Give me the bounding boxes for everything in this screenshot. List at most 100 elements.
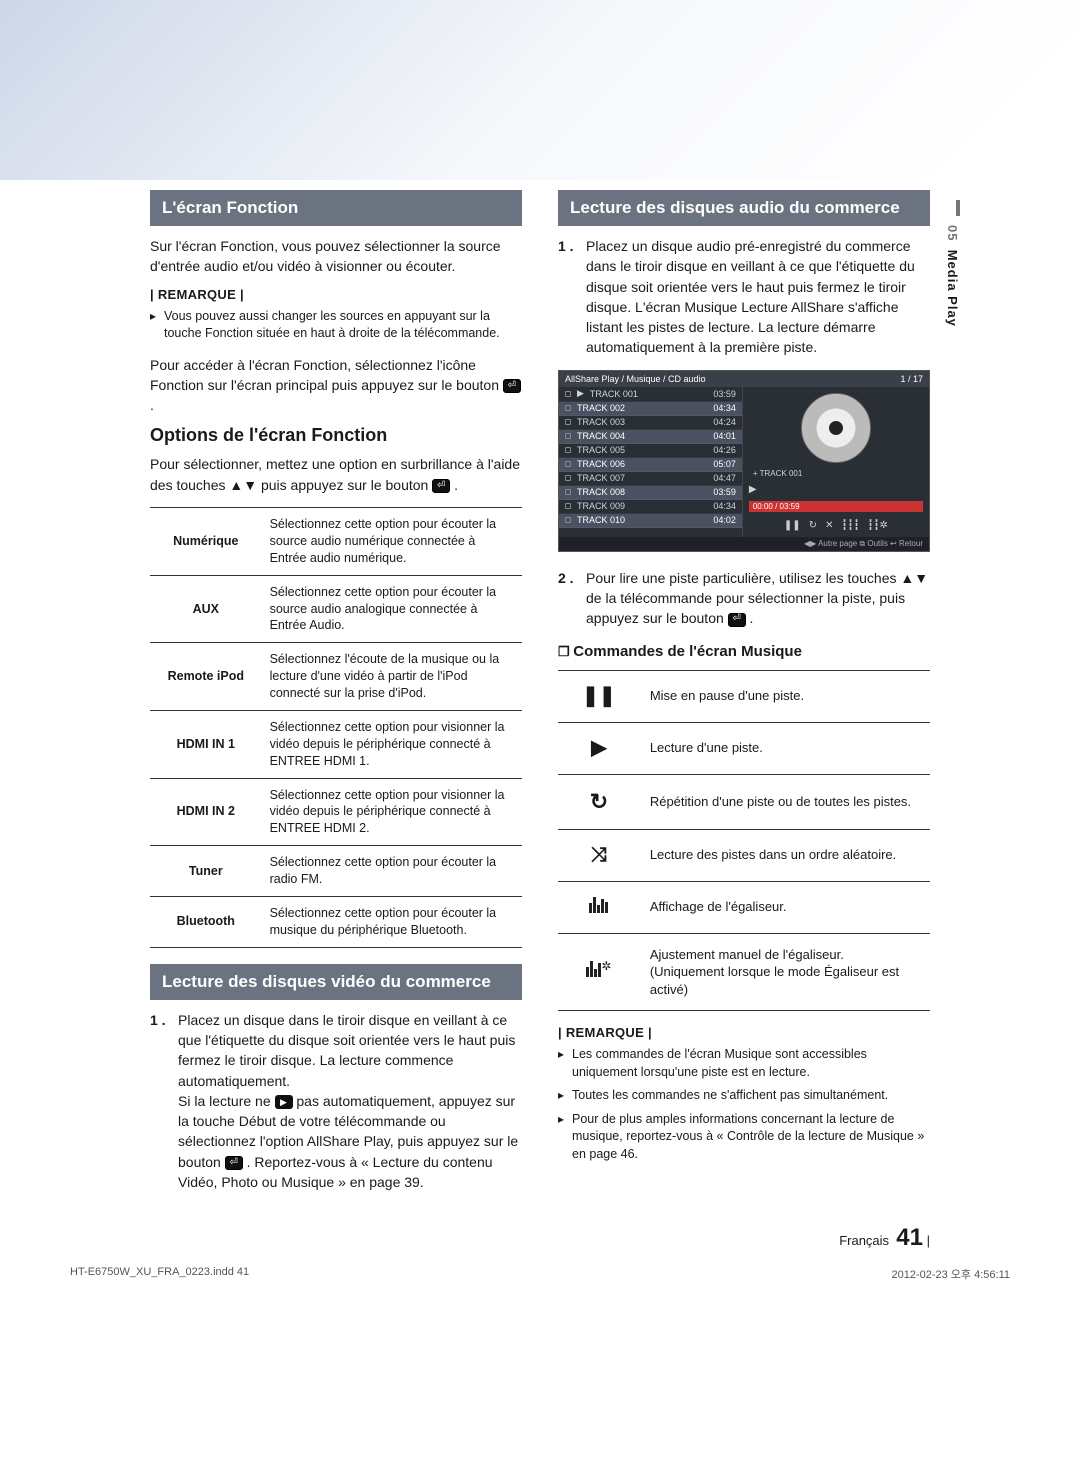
track-row: TRACK 00803:59 [559, 486, 742, 500]
footer-bar: | [927, 1233, 930, 1248]
equalizer-icon [558, 881, 640, 933]
player-controls: ❚❚ ↻ ✕ ┇┇┇ ┇┇✲ [784, 520, 888, 531]
chapter-number: 05 [945, 225, 960, 241]
track-row: ▶ TRACK 001 03:59 [559, 387, 742, 402]
section-head-fonction: L'écran Fonction [150, 190, 522, 226]
option-key: HDMI IN 1 [150, 710, 262, 778]
track-row: TRACK 003 04:24 [559, 416, 742, 430]
footer-lang: Français [839, 1233, 889, 1248]
shuffle-icon: ✕ [825, 520, 833, 531]
track-time: 04:01 [713, 431, 736, 441]
checkbox-icon [565, 461, 571, 467]
option-key: Remote iPod [150, 643, 262, 711]
commands-table: ❚❚ Mise en pause d'une piste. ▶ Lecture … [558, 670, 930, 1012]
track-time: 04:24 [713, 417, 736, 427]
eq-icon: ┇┇┇ [841, 520, 859, 531]
track-time: 04:26 [713, 445, 736, 455]
fonction-access: Pour accéder à l'écran Fonction, sélecti… [150, 355, 522, 416]
audio-steps: Placez un disque audio pré-enregistré du… [558, 236, 930, 358]
track-name: TRACK 005 [577, 445, 707, 455]
play-indicator-icon: ▶ [749, 484, 757, 495]
content-columns: L'écran Fonction Sur l'écran Fonction, v… [0, 0, 1080, 1204]
track-time: 04:34 [713, 501, 736, 511]
command-row: Affichage de l'égaliseur. [558, 881, 930, 933]
step-item: Pour lire une piste particulière, utilis… [558, 568, 930, 629]
track-time: 04:34 [713, 403, 736, 413]
right-column: Lecture des disques audio du commerce Pl… [558, 190, 930, 1204]
option-desc: Sélectionnez cette option pour écouter l… [262, 508, 522, 576]
option-desc: Sélectionnez cette option pour écouter l… [262, 896, 522, 947]
remarque-list-right: Les commandes de l'écran Musique sont ac… [558, 1046, 930, 1163]
remarque-label-left: REMARQUE [150, 287, 522, 302]
pause-icon: ❚❚ [558, 670, 640, 722]
play-icon: ▶ [558, 722, 640, 774]
track-time: 05:07 [713, 459, 736, 469]
option-row: AUXSélectionnez cette option pour écoute… [150, 575, 522, 643]
options-table: NumériqueSélectionnez cette option pour … [150, 507, 522, 948]
print-timestamp: 2012-02-23 오후 4:56:11 [891, 1266, 1010, 1282]
command-desc: Mise en pause d'une piste. [640, 670, 930, 722]
remarque-item: Les commandes de l'écran Musique sont ac… [558, 1046, 930, 1081]
track-name: TRACK 007 [577, 473, 707, 483]
option-key: AUX [150, 575, 262, 643]
checkbox-icon [565, 475, 571, 481]
checkbox-icon [565, 391, 571, 397]
options-heading: Options de l'écran Fonction [150, 425, 522, 446]
remarque-label-right: REMARQUE [558, 1025, 930, 1040]
shuffle-icon: ⤨ [558, 829, 640, 881]
enter-icon: ⏎ [728, 613, 746, 627]
option-desc: Sélectionnez cette option pour visionner… [262, 778, 522, 846]
player-breadcrumb: AllShare Play / Musique / CD audio [565, 374, 706, 384]
option-row: BluetoothSélectionnez cette option pour … [150, 896, 522, 947]
track-time: 03:59 [713, 389, 736, 399]
option-desc: Sélectionnez cette option pour écouter l… [262, 846, 522, 897]
player-footer: ◀▶ Autre page ⧉ Outils ↩ Retour [559, 537, 929, 551]
checkbox-icon [565, 405, 571, 411]
disc-icon [801, 393, 871, 463]
track-name: TRACK 001 [590, 389, 707, 399]
track-name: TRACK 008 [577, 487, 707, 497]
command-desc: Lecture d'une piste. [640, 722, 930, 774]
eq-settings-icon: ┇┇✲ [868, 520, 888, 531]
command-row: ▶ Lecture d'une piste. [558, 722, 930, 774]
option-row: HDMI IN 2Sélectionnez cette option pour … [150, 778, 522, 846]
print-file: HT-E6750W_XU_FRA_0223.indd 41 [70, 1266, 249, 1282]
checkbox-icon [565, 433, 571, 439]
track-row: TRACK 01004:02 [559, 514, 742, 528]
track-row: TRACK 00704:47 [559, 472, 742, 486]
progress-bar: 00:00 / 03:59 [749, 501, 923, 512]
print-metadata: HT-E6750W_XU_FRA_0223.indd 41 2012-02-23… [0, 1252, 1080, 1282]
track-list: ▶TRACK 00103:59 TRACK 00204:34 TRACK 003… [559, 387, 742, 537]
track-name: TRACK 003 [577, 417, 707, 427]
text: . [750, 610, 754, 626]
checkbox-icon [565, 517, 571, 523]
player-body: ▶TRACK 00103:59 TRACK 00204:34 TRACK 003… [559, 387, 929, 537]
option-row: TunerSélectionnez cette option pour écou… [150, 846, 522, 897]
pause-icon: ❚❚ [784, 520, 801, 531]
play-indicator-icon: ▶ [577, 388, 584, 399]
text: Pour lire une piste particulière, utilis… [586, 570, 928, 627]
track-name: TRACK 004 [577, 431, 707, 441]
chapter-tab: 05 Media Play [945, 200, 960, 327]
command-desc: Ajustement manuel de l'égaliseur. (Uniqu… [640, 933, 930, 1011]
repeat-icon: ↻ [558, 774, 640, 829]
now-playing: + TRACK 001 [749, 469, 802, 478]
option-key: Bluetooth [150, 896, 262, 947]
option-row: HDMI IN 1Sélectionnez cette option pour … [150, 710, 522, 778]
text: . [150, 397, 154, 413]
player-counter: 1 / 17 [900, 374, 923, 384]
track-row: TRACK 009 04:34 [559, 500, 742, 514]
command-desc: Répétition d'une piste ou de toutes les … [640, 774, 930, 829]
track-row: TRACK 00605:07 [559, 458, 742, 472]
track-name: TRACK 009 [577, 501, 707, 511]
checkbox-icon [565, 447, 571, 453]
step-item: Placez un disque dans le tiroir disque e… [150, 1010, 522, 1193]
equalizer-settings-icon: ✲ [558, 933, 640, 1011]
text: Si la lecture ne [178, 1093, 275, 1109]
remarque-item: Vous pouvez aussi changer les sources en… [150, 308, 522, 343]
section-head-video: Lecture des disques vidéo du commerce [150, 964, 522, 1000]
enter-icon: ⏎ [432, 479, 450, 493]
options-select: Pour sélectionner, mettez une option en … [150, 454, 522, 495]
audio-steps-2: Pour lire une piste particulière, utilis… [558, 568, 930, 629]
command-desc: Lecture des pistes dans un ordre aléatoi… [640, 829, 930, 881]
